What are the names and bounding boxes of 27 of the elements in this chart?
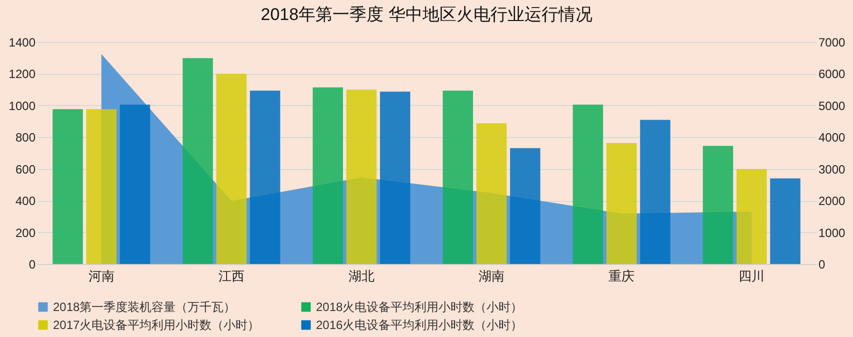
x-tick-label: 湖南	[478, 268, 505, 284]
legend-label: 2018第一季度装机容量（万千瓦）	[53, 300, 236, 314]
y-tick-label: 1200	[8, 67, 36, 82]
y-tick-label: 600	[15, 162, 36, 176]
y-tick-label: 1000	[8, 98, 36, 113]
y2-tick-label: 4000	[818, 130, 846, 145]
legend-label: 2017火电设备平均利用小时数（小时）	[53, 318, 260, 332]
y-tick-label: 400	[15, 194, 36, 208]
x-tick-label: 重庆	[608, 268, 635, 284]
y2-tick-label: 6000	[818, 67, 846, 82]
y2-tick-label: 5000	[818, 98, 846, 113]
y2-tick-label: 3000	[818, 162, 846, 176]
x-tick-label: 河南	[88, 268, 114, 284]
y2-tick-label: 2000	[818, 194, 846, 208]
legend-label: 2016火电设备平均利用小时数（小时）	[316, 318, 523, 332]
x-tick-label: 江西	[218, 268, 244, 284]
y2-tick-label: 0	[818, 258, 826, 272]
y-tick-label: 1400	[8, 36, 36, 50]
x-tick-label: 四川	[738, 268, 765, 284]
y2-tick-label: 1000	[818, 226, 846, 240]
y-tick-label: 800	[15, 130, 36, 145]
chart-title: 2018年第一季度 华中地区火电行业运行情况	[260, 5, 592, 24]
y-tick-label: 0	[28, 258, 36, 272]
x-tick-label: 湖北	[348, 268, 374, 284]
legend-label: 2018火电设备平均利用小时数（小时）	[316, 300, 523, 314]
y-tick-label: 200	[15, 226, 36, 240]
y2-tick-label: 7000	[818, 36, 846, 50]
